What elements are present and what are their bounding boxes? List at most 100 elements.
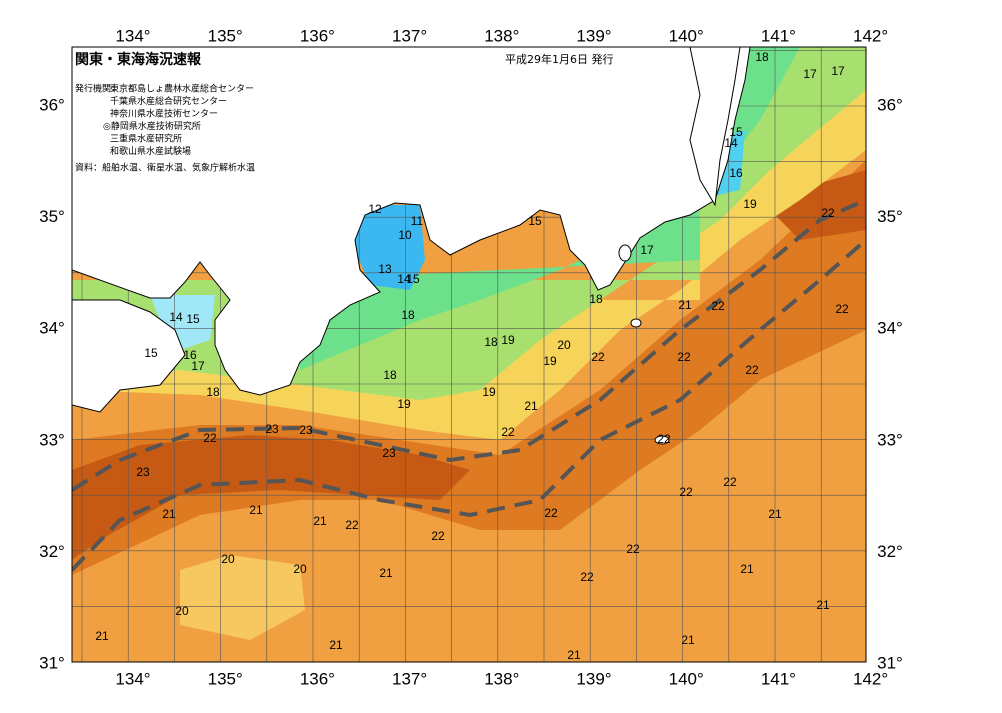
contour-label: 18 (206, 385, 220, 399)
contour-label: 21 (329, 638, 343, 652)
lon-tick-label: 137° (392, 26, 427, 45)
contour-label: 18 (484, 335, 498, 349)
contour-label: 16 (729, 166, 743, 180)
lon-tick-label: 136° (300, 669, 335, 688)
lat-tick-label: 31° (877, 653, 903, 672)
contour-label: 19 (501, 333, 515, 347)
map-area (72, 47, 866, 662)
contour-label: 23 (299, 423, 313, 437)
lat-tick-label: 34° (877, 319, 903, 338)
land-honshu (72, 47, 751, 396)
contour-label: 14 (724, 136, 738, 150)
lon-tick-label: 135° (208, 26, 243, 45)
sea-23b (760, 170, 866, 240)
contour-label: 14 (397, 272, 411, 286)
kuroshio-south (72, 238, 866, 572)
lon-tick-label: 140° (669, 669, 704, 688)
issuer: 神奈川県水産技術センター (110, 108, 218, 120)
lon-tick-label: 141° (761, 26, 796, 45)
contour-label: 13 (378, 262, 392, 276)
contour-label: 22 (501, 425, 515, 439)
land-boso (689, 47, 741, 207)
contour-label: 22 (835, 302, 849, 316)
lon-tick-label: 134° (115, 669, 150, 688)
contour-label: 22 (677, 350, 691, 364)
lon-tick-label: 140° (669, 26, 704, 45)
contour-label: 15 (528, 214, 542, 228)
contour-label: 17 (640, 243, 654, 257)
lat-tick-label: 32° (39, 542, 65, 561)
title: 関東・東海海況速報 (75, 51, 202, 68)
contour-label: 20 (221, 552, 235, 566)
lat-tick-label: 33° (877, 430, 903, 449)
contour-label: 22 (745, 363, 759, 377)
contour-label: 15 (186, 312, 200, 326)
lat-tick-label: 33° (39, 430, 65, 449)
contour-label: 21 (313, 514, 327, 528)
issue-date: 平成29年1月6日 発行 (505, 52, 614, 66)
contour-label: 17 (831, 64, 845, 78)
contour-label: 15 (406, 272, 420, 286)
sea-12 (350, 205, 425, 290)
contour-label: 16 (183, 348, 197, 362)
frame (71, 46, 867, 663)
contour-label: 21 (816, 598, 830, 612)
contour-label: 10 (398, 228, 412, 242)
lon-tick-label: 138° (484, 26, 519, 45)
lon-tick-label: 139° (576, 26, 611, 45)
contour-label: 22 (580, 570, 594, 584)
contour-label: 18 (589, 292, 603, 306)
contour-label: 23 (136, 465, 150, 479)
issuer: 三重県水産研究所 (110, 133, 182, 145)
contour-label: 14 (169, 310, 183, 324)
lat-tick-label: 36° (39, 95, 65, 114)
contour-label: 20 (293, 562, 307, 576)
contour-label: 11 (411, 214, 424, 228)
contour-label: 15 (729, 125, 743, 139)
island-hachijo (654, 435, 670, 445)
island-oshima (618, 244, 632, 262)
contour-label: 17 (191, 359, 205, 373)
lat-tick-label: 36° (877, 95, 903, 114)
contour-label: 12 (368, 202, 382, 216)
lon-tick-label: 142° (853, 669, 888, 688)
contour-label: 23 (382, 446, 396, 460)
sea-20 (180, 555, 305, 640)
contour-label: 21 (249, 503, 263, 517)
issuer: 千葉県水産総合研究センター (110, 95, 227, 107)
island-miyake (630, 318, 642, 328)
issuers: 東京都島しょ農林水産総合センター千葉県水産総合研究センター神奈川県水産技術センタ… (103, 83, 254, 158)
issuers-label: 発行機関： (75, 83, 120, 95)
kuroshio-north (72, 198, 866, 492)
contour-label: 21 (768, 507, 782, 521)
contour-label: 21 (681, 633, 695, 647)
lon-tick-label: 141° (761, 669, 796, 688)
land-shikoku (72, 299, 186, 413)
contour-label: 20 (175, 604, 189, 618)
lat-tick-label: 34° (39, 319, 65, 338)
lat-tick-label: 35° (39, 207, 65, 226)
contour-label: 22 (203, 431, 217, 445)
lat-tick-label: 31° (39, 653, 65, 672)
contour-label: 21 (524, 399, 538, 413)
contour-label: 22 (821, 206, 835, 220)
issuer: 東京都島しょ農林水産総合センター (110, 83, 254, 95)
lon-tick-label: 138° (484, 669, 519, 688)
contour-label: 20 (557, 338, 571, 352)
lon-tick-label: 139° (576, 669, 611, 688)
contour-label: 22 (544, 506, 558, 520)
sea-14 (150, 295, 215, 350)
sea-16 (300, 47, 800, 370)
contour-label: 22 (431, 529, 445, 543)
contour-label: 19 (543, 354, 557, 368)
lon-tick-label: 142° (853, 26, 888, 45)
lat-tick-label: 32° (877, 542, 903, 561)
contour-label: 21 (379, 566, 393, 580)
contour-label: 19 (482, 385, 496, 399)
lon-tick-label: 134° (115, 26, 150, 45)
contour-label: 23 (265, 422, 279, 436)
issuer: ◎静岡県水産技術研究所 (103, 120, 201, 132)
contour-label: 21 (162, 507, 176, 521)
contour-label: 21 (95, 629, 109, 643)
